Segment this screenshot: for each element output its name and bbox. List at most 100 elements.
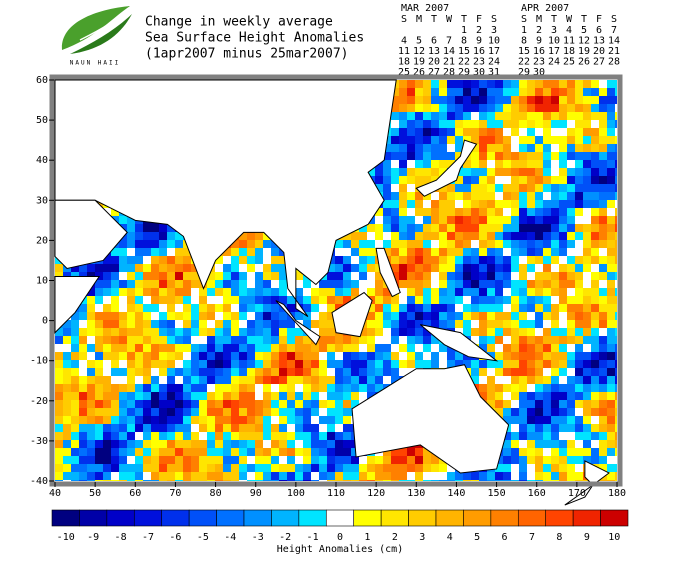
sea-cell <box>159 432 167 440</box>
sea-cell <box>567 264 575 272</box>
sea-cell <box>479 272 487 280</box>
sea-cell <box>87 320 95 328</box>
sea-cell <box>215 408 223 416</box>
sea-cell <box>191 336 199 344</box>
sea-cell <box>167 464 175 472</box>
sea-cell <box>535 392 543 400</box>
sea-cell <box>583 456 591 464</box>
sea-cell <box>263 256 271 264</box>
sea-cell <box>95 344 103 352</box>
sea-cell <box>335 296 343 304</box>
sea-cell <box>319 280 327 288</box>
sea-cell <box>303 456 311 464</box>
sea-cell <box>111 432 119 440</box>
sea-cell <box>487 112 495 120</box>
sea-cell <box>415 208 423 216</box>
sea-cell <box>335 408 343 416</box>
sea-cell <box>431 352 439 360</box>
sea-cell <box>95 336 103 344</box>
calendar-day: 21 <box>443 57 455 68</box>
sea-cell <box>415 80 423 88</box>
sea-cell <box>591 136 599 144</box>
sea-cell <box>103 464 111 472</box>
sea-cell <box>519 344 527 352</box>
sea-cell <box>79 464 87 472</box>
sea-cell <box>495 256 503 264</box>
sea-cell <box>543 448 551 456</box>
sea-cell <box>191 272 199 280</box>
sea-cell <box>615 464 617 472</box>
sea-cell <box>615 120 617 128</box>
sea-cell <box>87 352 95 360</box>
sea-cell <box>439 96 447 104</box>
sea-cell <box>567 208 575 216</box>
sea-cell <box>135 344 143 352</box>
sea-cell <box>503 104 511 112</box>
sea-cell <box>599 144 607 152</box>
sea-cell <box>175 288 183 296</box>
sea-cell <box>383 192 391 200</box>
sea-cell <box>191 288 199 296</box>
sea-cell <box>143 360 151 368</box>
sea-cell <box>103 304 111 312</box>
sea-cell <box>255 416 263 424</box>
sea-cell <box>519 232 527 240</box>
sea-cell <box>511 104 519 112</box>
sea-cell <box>151 352 159 360</box>
sea-cell <box>439 464 447 472</box>
sea-cell <box>543 456 551 464</box>
sea-cell <box>391 360 399 368</box>
sea-cell <box>207 376 215 384</box>
sea-cell <box>575 480 583 481</box>
sea-cell <box>207 400 215 408</box>
sea-cell <box>143 408 151 416</box>
sea-cell <box>383 208 391 216</box>
sea-cell <box>175 400 183 408</box>
sea-cell <box>175 336 183 344</box>
calendar-weekday: S <box>401 14 407 25</box>
sea-cell <box>543 360 551 368</box>
sea-cell <box>215 264 223 272</box>
sea-cell <box>215 480 223 481</box>
sea-cell <box>207 304 215 312</box>
sea-cell <box>103 272 111 280</box>
sea-cell <box>583 232 591 240</box>
sea-cell <box>399 360 407 368</box>
sea-cell <box>543 408 551 416</box>
sea-cell <box>359 232 367 240</box>
sea-cell <box>559 360 567 368</box>
sea-cell <box>575 272 583 280</box>
sea-cell <box>199 448 207 456</box>
sea-cell <box>559 160 567 168</box>
sea-cell <box>151 392 159 400</box>
sea-cell <box>575 96 583 104</box>
sea-cell <box>607 432 615 440</box>
sea-cell <box>527 304 535 312</box>
sea-cell <box>503 384 511 392</box>
calendar-day: 17 <box>548 46 560 57</box>
sea-cell <box>519 312 527 320</box>
calendar-day: 2 <box>476 25 482 36</box>
sea-cell <box>599 80 607 88</box>
sea-cell <box>423 208 431 216</box>
x-tick-label: 50 <box>89 488 101 499</box>
sea-cell <box>535 248 543 256</box>
sea-cell <box>583 368 591 376</box>
sea-cell <box>375 480 383 481</box>
sea-cell <box>423 360 431 368</box>
sea-cell <box>87 304 95 312</box>
sea-cell <box>479 264 487 272</box>
sea-cell <box>375 240 383 248</box>
sea-cell <box>399 144 407 152</box>
y-tick-label: 20 <box>36 235 48 246</box>
sea-cell <box>415 192 423 200</box>
sea-cell <box>71 440 79 448</box>
sea-cell <box>479 168 487 176</box>
sea-cell <box>55 336 63 344</box>
sea-cell <box>223 376 231 384</box>
sea-cell <box>607 296 615 304</box>
sea-cell <box>575 264 583 272</box>
sea-cell <box>231 392 239 400</box>
sea-cell <box>535 200 543 208</box>
calendar-day: 15 <box>458 46 470 57</box>
